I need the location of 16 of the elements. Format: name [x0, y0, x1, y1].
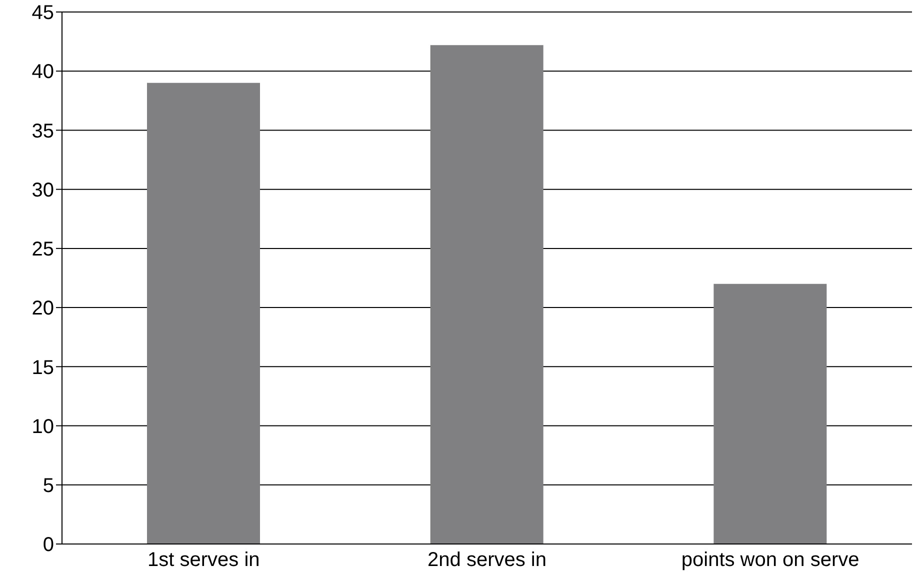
y-tick-label: 20: [32, 298, 54, 320]
bar: [430, 45, 544, 544]
bar: [147, 82, 260, 544]
bar: [714, 284, 827, 544]
x-tick-label: 1st serves in: [148, 549, 260, 572]
y-tick-label: 35: [32, 120, 54, 142]
x-tick-label: points won on serve: [681, 549, 860, 572]
y-tick-label: 25: [32, 238, 54, 261]
x-tick-label: 2nd serves in: [428, 549, 546, 572]
y-tick-label: 40: [32, 61, 54, 84]
y-tick-label: 30: [32, 179, 54, 202]
y-tick-label: 5: [42, 474, 54, 497]
y-tick-label: 10: [32, 416, 54, 438]
y-tick-label: 0: [42, 534, 54, 556]
y-tick-label: 45: [32, 2, 54, 24]
y-tick-label: 15: [32, 356, 54, 379]
